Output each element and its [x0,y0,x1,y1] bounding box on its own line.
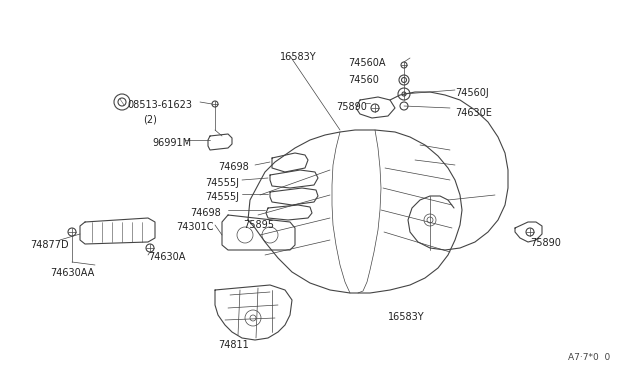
Text: 75895: 75895 [243,220,274,230]
Text: 74560J: 74560J [455,88,489,98]
Text: 74698: 74698 [190,208,221,218]
Text: (2): (2) [143,115,157,125]
Text: 16583Y: 16583Y [388,312,424,322]
Text: 75890: 75890 [530,238,561,248]
Text: 16583Y: 16583Y [280,52,317,62]
Text: 74301C: 74301C [176,222,214,232]
Text: 74555J: 74555J [205,178,239,188]
Text: 74555J: 74555J [205,192,239,202]
Text: 74877D: 74877D [30,240,68,250]
Text: 96991M: 96991M [152,138,191,148]
Text: 74630AA: 74630AA [50,268,94,278]
Text: A7·7*0  0: A7·7*0 0 [568,353,610,362]
Text: 74630A: 74630A [148,252,186,262]
Text: 74560A: 74560A [348,58,385,68]
Text: 08513-61623: 08513-61623 [127,100,192,110]
Text: 74698: 74698 [218,162,249,172]
Text: 74630E: 74630E [455,108,492,118]
Text: 75890: 75890 [336,102,367,112]
Text: 74560: 74560 [348,75,379,85]
Text: 74811: 74811 [218,340,249,350]
